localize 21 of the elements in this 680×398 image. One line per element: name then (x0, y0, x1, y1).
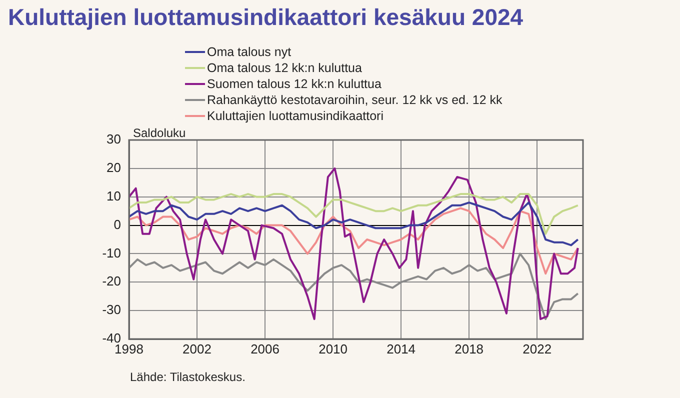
y-tick-label: -10 (102, 245, 121, 260)
y-tick-label: 20 (106, 160, 121, 176)
legend-label: Kuluttajien luottamusindikaattori (207, 108, 384, 124)
chart-title: Kuluttajien luottamusindikaattori kesäkuu 2024 (8, 4, 524, 31)
y-tick-label: 30 (106, 132, 121, 147)
x-tick-label: 2014 (386, 341, 416, 356)
y-tick-label: -20 (102, 274, 121, 289)
x-tick-label: 2018 (454, 341, 484, 356)
text: Lähde: Tilastokeskus. (130, 370, 246, 384)
y-axis-title: Saldoluku (133, 126, 186, 140)
x-tick-label: 2006 (250, 341, 280, 356)
legend-label: Oma talous nyt (207, 44, 292, 60)
x-tick-label: 2010 (318, 341, 348, 356)
x-tick-label: 2002 (182, 341, 212, 356)
y-tick-label: -30 (102, 302, 121, 318)
y-tick-label: 0 (114, 216, 121, 232)
legend-label: Rahankäyttö kestotavaroihin, seur. 12 kk vs ed. 12 kk (207, 92, 502, 108)
x-tick-label: 2022 (522, 341, 552, 356)
legend-label: Suomen talous 12 kk:n kuluttua (207, 76, 382, 92)
legend-label: Oma talous 12 kk:n kuluttua (207, 60, 362, 76)
y-tick-label: 10 (106, 188, 121, 204)
